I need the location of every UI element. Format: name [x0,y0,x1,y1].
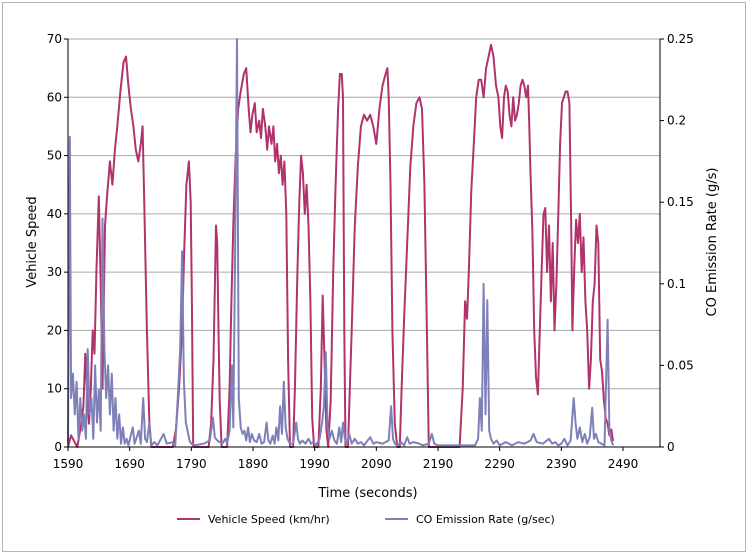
right-y-tick-label: 0.1 [667,277,686,291]
right-y-tick-label: 0.15 [667,195,694,209]
x-tick-label: 2290 [484,457,515,471]
axes [64,38,664,451]
left-y-tick-label: 40 [47,207,62,221]
right-y-axis-title: CO Emission Rate (g/s) [705,168,720,317]
x-tick-label: 1590 [53,457,84,471]
tick-labels: 0 10 20 30 40 50 60 70 0 0.05 0.1 0.15 0.2 0.25 1590 16… [47,32,694,471]
x-tick-label: 1690 [114,457,145,471]
left-y-tick-label: 20 [47,323,62,337]
left-y-tick-label: 30 [47,265,62,279]
x-tick-label: 1790 [176,457,207,471]
series-lines [67,38,615,448]
x-axis-title: Time (seconds) [317,486,417,501]
right-y-tick-label: 0.2 [667,114,686,128]
x-tick-label: 2390 [546,457,577,471]
x-tick-label: 2090 [361,457,392,471]
left-y-axis-title: Vehicle Speed [25,196,40,287]
gridlines [68,38,660,390]
x-tick-label: 2190 [423,457,454,471]
legend-label-co-emission: CO Emission Rate (g/sec) [416,513,555,526]
left-y-tick-label: 70 [47,32,62,46]
left-y-tick-label: 10 [47,382,62,396]
x-tick-label: 1890 [238,457,269,471]
right-y-tick-label: 0 [667,440,675,454]
x-tick-label: 1990 [299,457,330,471]
series-line-co-emission [67,38,615,447]
right-y-tick-label: 0.25 [667,32,694,46]
left-y-tick-label: 60 [47,90,62,104]
left-y-tick-label: 50 [47,149,62,163]
series-line-vehicle-speed [67,43,615,448]
legend: Vehicle Speed (km/hr) CO Emission Rate (… [177,513,555,526]
left-y-tick-label: 0 [54,440,62,454]
legend-label-vehicle-speed: Vehicle Speed (km/hr) [208,513,330,526]
x-tick-label: 2490 [608,457,639,471]
right-y-tick-label: 0.05 [667,358,694,372]
